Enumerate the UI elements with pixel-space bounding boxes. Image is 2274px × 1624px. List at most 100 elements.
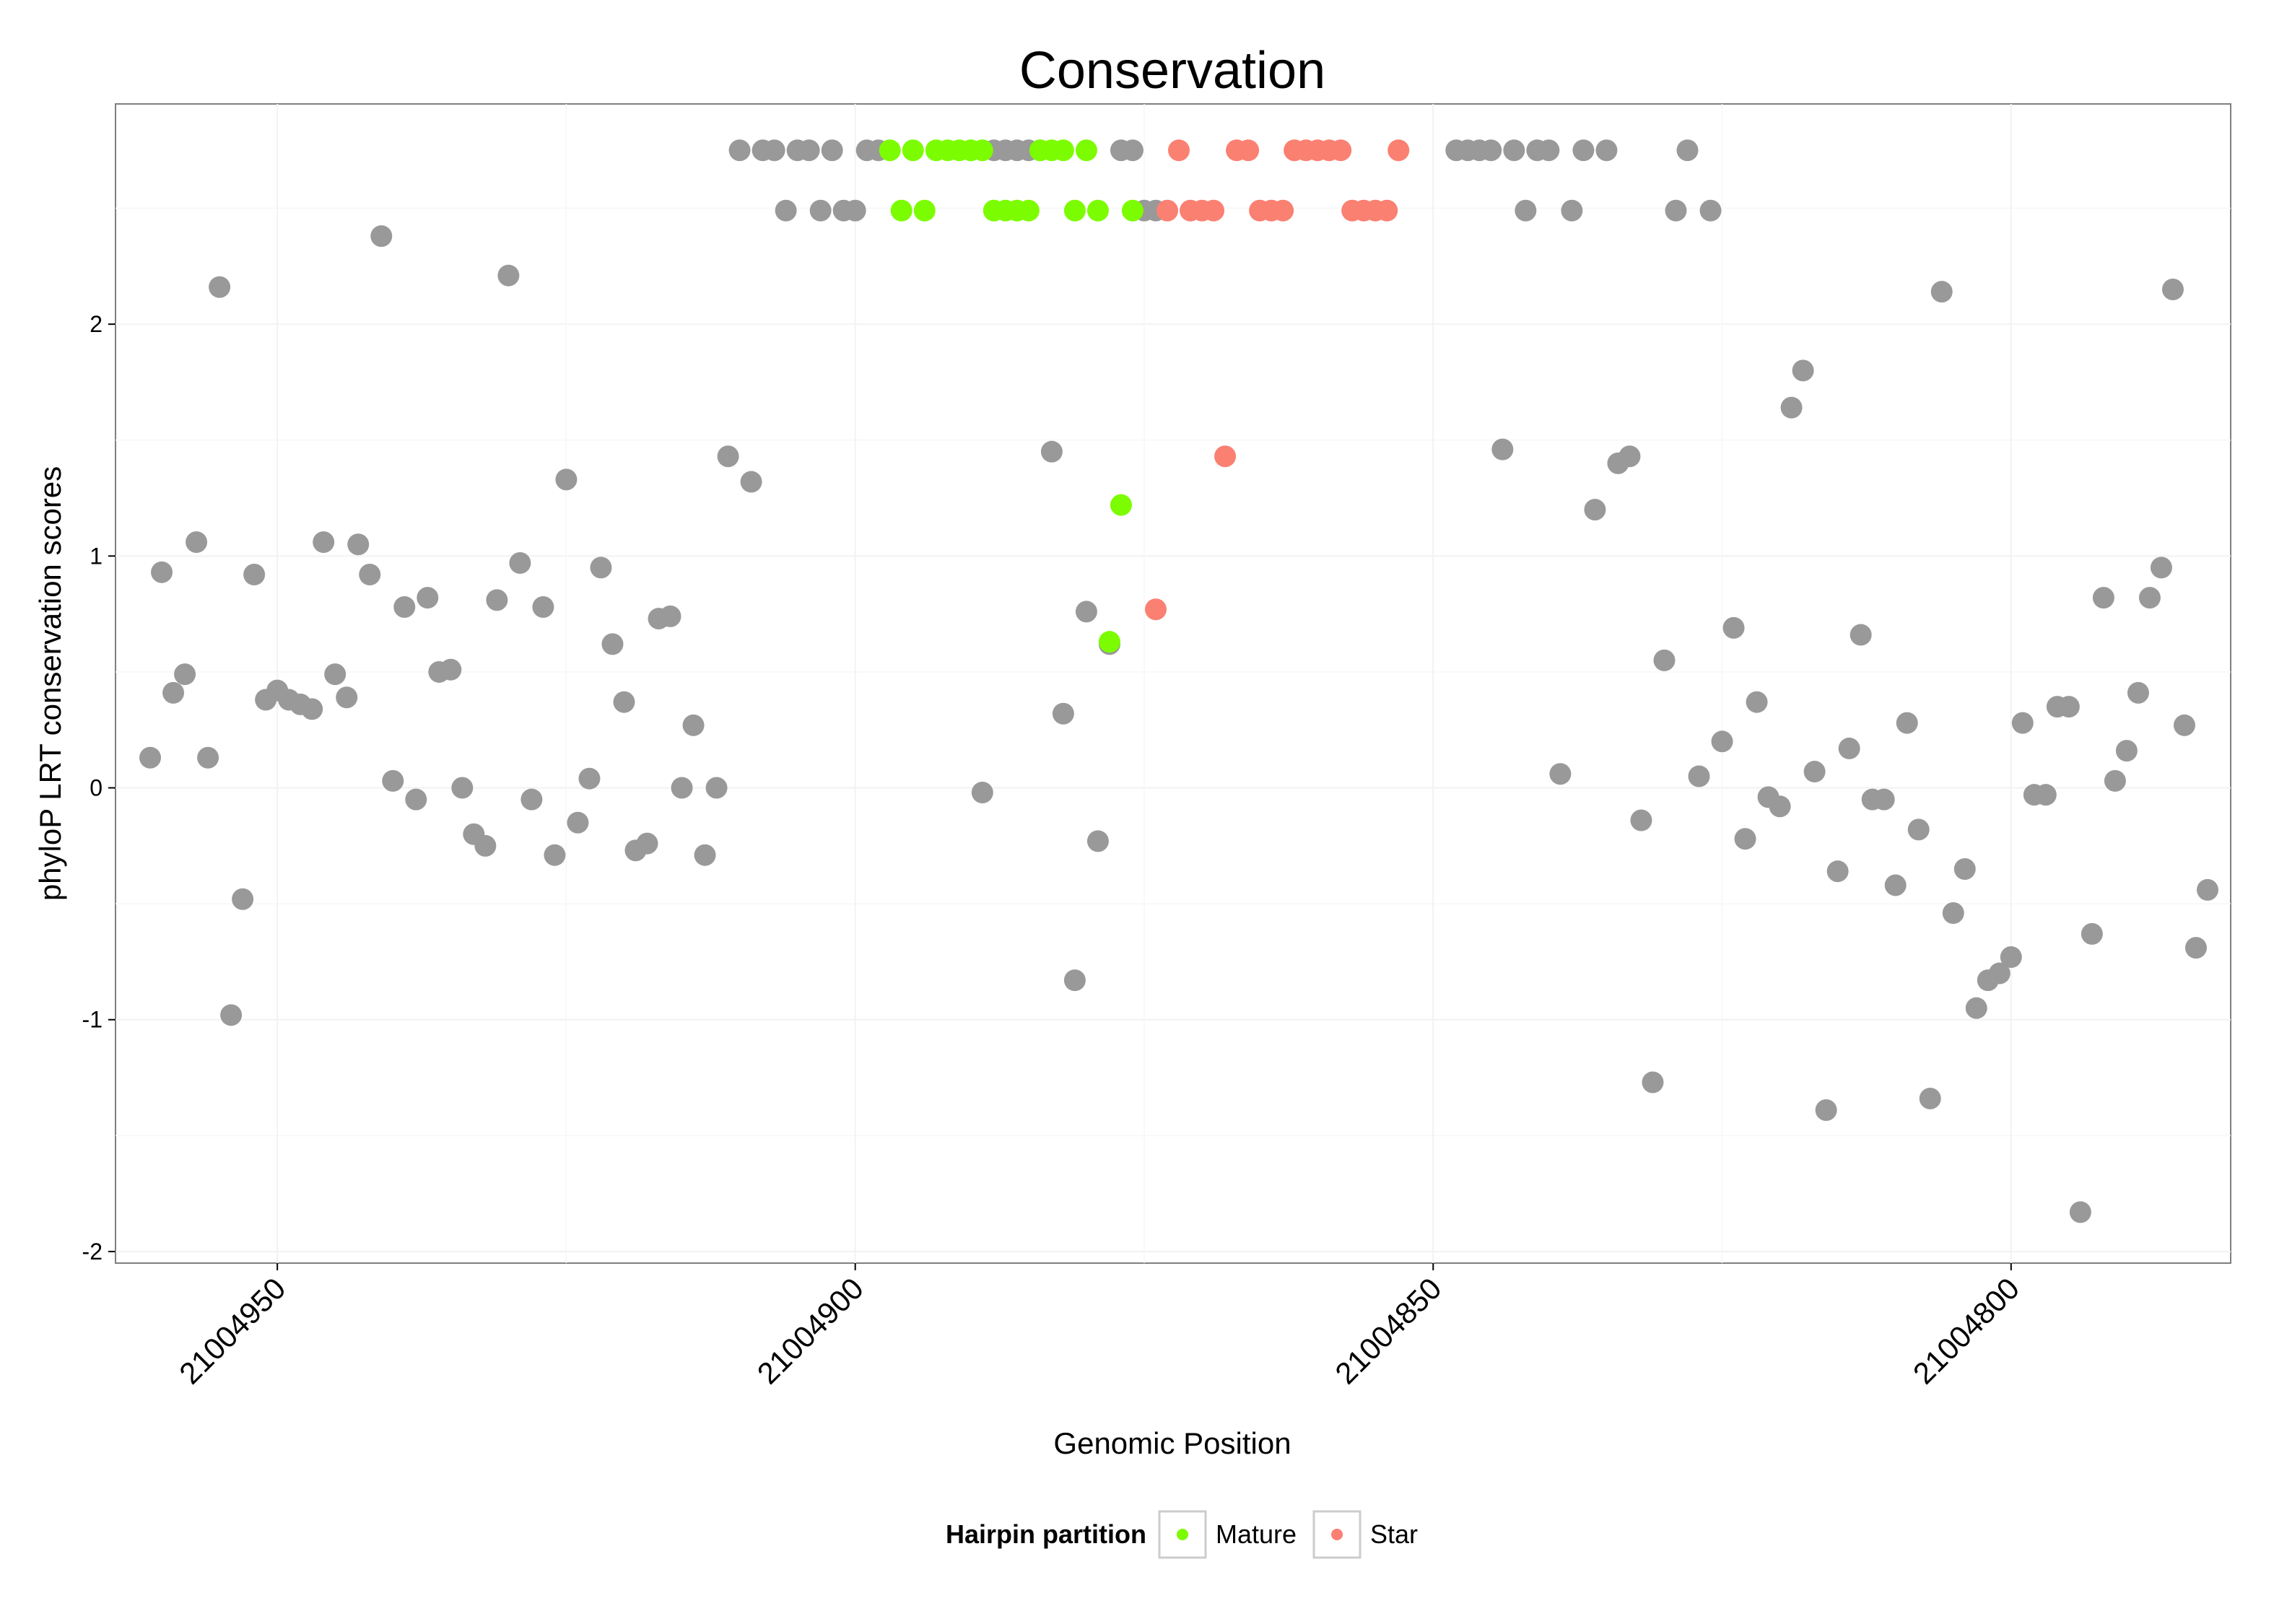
data-point-other	[1619, 445, 1641, 468]
data-point-other	[705, 777, 728, 799]
data-point-other	[1075, 601, 1097, 623]
data-point-other	[1815, 1099, 1837, 1122]
data-point-star	[1168, 139, 1190, 162]
data-point-other	[671, 777, 693, 799]
data-point-other	[1052, 702, 1074, 725]
data-point-other	[2057, 696, 2080, 718]
x-tick-label: 21004950	[173, 1271, 292, 1390]
data-point-other	[1584, 499, 1606, 521]
y-tick-label: 2	[90, 311, 103, 337]
data-point-other	[2011, 712, 2034, 734]
data-point-other	[2081, 922, 2103, 945]
data-point-other	[1515, 199, 1537, 222]
data-point-mature	[1121, 199, 1143, 222]
y-tick-label: -1	[82, 1007, 103, 1033]
data-point-other	[347, 533, 370, 556]
data-point-other	[2150, 556, 2172, 579]
data-point-other	[1549, 763, 1572, 785]
data-point-other	[520, 788, 543, 811]
plot-panel	[115, 103, 2231, 1264]
data-point-other	[1780, 396, 1803, 419]
data-point-other	[1803, 761, 1826, 783]
data-point-other	[1907, 818, 1930, 841]
data-point-other	[1665, 199, 1687, 222]
data-point-other	[313, 531, 335, 554]
data-point-other	[1884, 874, 1907, 896]
data-point-other	[2104, 769, 2126, 792]
data-point-other	[1642, 1071, 1664, 1093]
data-point-other	[301, 698, 323, 720]
data-point-other	[1930, 281, 1953, 303]
data-point-other	[151, 561, 173, 583]
data-point-other	[370, 225, 393, 248]
data-point-star	[1237, 139, 1260, 162]
data-point-other	[728, 139, 751, 162]
data-point-other	[1595, 139, 1618, 162]
data-point-other	[243, 564, 266, 586]
x-tick-label: 21004800	[1907, 1271, 2026, 1390]
data-point-other	[613, 691, 635, 713]
data-point-other	[1965, 997, 1987, 1019]
data-point-other	[578, 767, 601, 790]
data-point-mature	[1098, 631, 1120, 653]
data-point-other	[636, 832, 658, 855]
data-point-other	[1953, 857, 1976, 880]
data-point-other	[174, 663, 196, 686]
data-point-other	[2138, 587, 2161, 609]
data-point-other	[2000, 946, 2022, 969]
data-point-other	[1086, 830, 1109, 852]
y-tick-label: 0	[90, 775, 103, 801]
data-point-star	[1214, 445, 1237, 468]
data-points	[139, 139, 2218, 1223]
data-point-other	[717, 445, 739, 468]
data-point-other	[659, 605, 681, 627]
grid-lines	[116, 104, 2231, 1263]
data-point-other	[809, 199, 832, 222]
data-point-other	[474, 834, 497, 857]
data-point-other	[497, 264, 520, 287]
data-point-other	[1538, 139, 1560, 162]
data-point-other	[1503, 139, 1525, 162]
data-point-other	[1688, 765, 1710, 787]
data-point-other	[405, 788, 427, 811]
data-point-mature	[1052, 139, 1074, 162]
data-point-other	[209, 276, 231, 298]
data-point-other	[1838, 737, 1860, 759]
data-point-other	[393, 596, 416, 619]
data-point-other	[763, 139, 785, 162]
data-point-other	[1699, 199, 1722, 222]
data-point-other	[2092, 587, 2114, 609]
x-axis-title: Genomic Position	[1053, 1426, 1291, 1460]
data-point-other	[1480, 139, 1502, 162]
data-point-other	[486, 589, 508, 611]
data-point-other	[1561, 199, 1583, 222]
data-point-other	[1121, 139, 1143, 162]
data-point-other	[359, 564, 381, 586]
data-point-other	[775, 199, 797, 222]
data-point-other	[1711, 730, 1733, 753]
data-point-other	[509, 551, 531, 574]
data-point-mature	[971, 139, 993, 162]
x-tick-label: 21004850	[1328, 1271, 1447, 1390]
data-point-other	[544, 844, 566, 866]
data-point-other	[2196, 878, 2218, 901]
data-point-other	[2069, 1201, 2091, 1223]
data-point-other	[232, 888, 254, 910]
data-point-mature	[902, 139, 924, 162]
data-point-other	[1040, 440, 1063, 463]
data-point-other	[1746, 691, 1768, 713]
chart-title: Conservation	[1019, 42, 1325, 100]
data-point-other	[336, 686, 358, 709]
legend-dot-star	[1331, 1529, 1343, 1540]
legend: Hairpin partition Mature Star	[946, 1510, 1418, 1559]
data-point-other	[682, 714, 705, 736]
data-point-mature	[1110, 494, 1132, 516]
data-point-other	[1676, 139, 1699, 162]
data-point-other	[139, 746, 162, 769]
data-point-other	[1722, 616, 1745, 639]
data-point-star	[1272, 199, 1294, 222]
data-point-other	[1491, 438, 1514, 460]
data-point-other	[1896, 712, 1918, 734]
data-point-star	[1376, 199, 1398, 222]
